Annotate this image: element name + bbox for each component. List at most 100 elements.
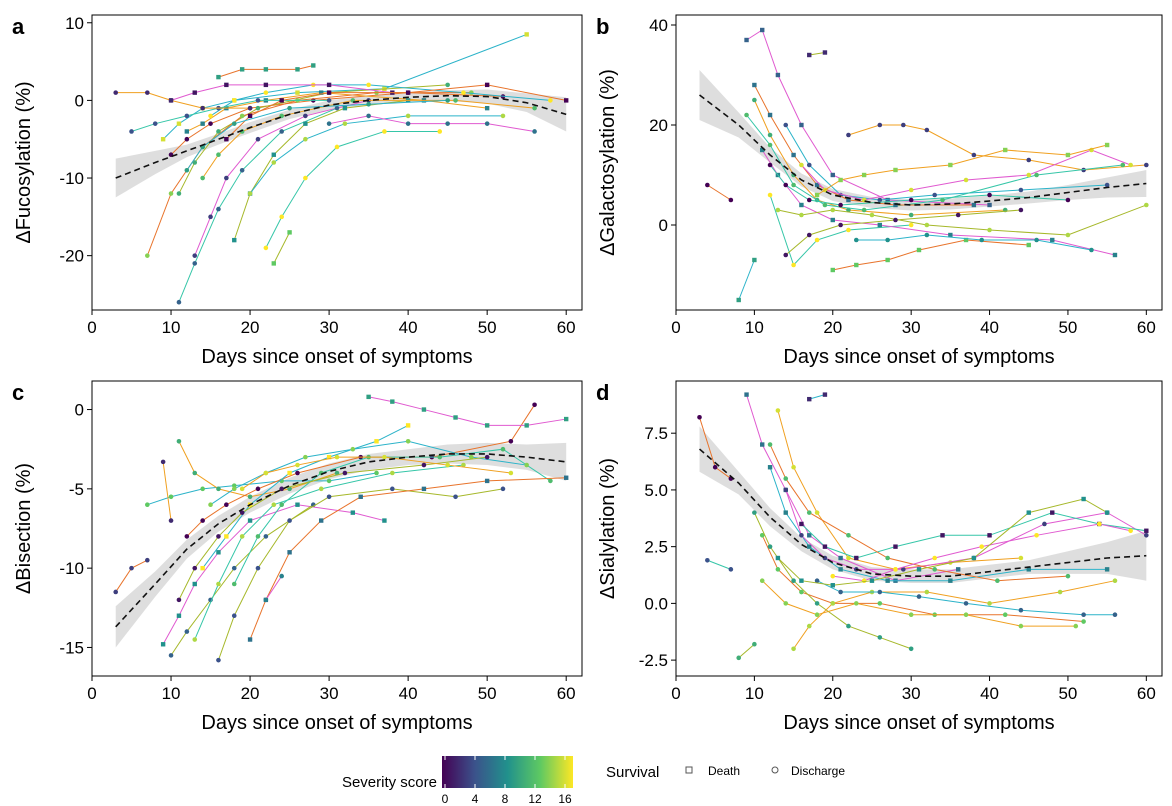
series-line-b-1 <box>736 257 757 303</box>
data-point-discharge <box>1034 172 1039 178</box>
data-point-death <box>1112 252 1118 258</box>
y-tick-label: -2.5 <box>639 651 668 670</box>
data-point-death <box>484 82 490 88</box>
data-point-discharge <box>1065 197 1071 203</box>
data-point-discharge <box>744 112 749 118</box>
data-point-discharge <box>1128 162 1133 168</box>
data-point-death <box>893 167 898 173</box>
data-point-discharge <box>838 222 843 228</box>
confidence-band-b <box>699 70 1147 211</box>
series-line-d-9 <box>752 510 914 652</box>
data-point-discharge <box>783 487 789 493</box>
data-point-death <box>1050 237 1055 243</box>
data-point-discharge <box>814 612 820 618</box>
data-point-discharge <box>200 175 205 181</box>
x-tick-label: 20 <box>823 318 842 337</box>
data-point-death <box>374 439 379 444</box>
data-point-death <box>1104 510 1110 515</box>
data-point-death <box>358 494 363 499</box>
data-point-discharge <box>783 476 789 481</box>
data-point-discharge <box>168 98 174 103</box>
data-point-death <box>350 510 356 515</box>
series-path <box>707 559 732 570</box>
series-path <box>178 84 448 194</box>
data-point-discharge <box>247 105 253 111</box>
data-point-discharge <box>192 565 198 571</box>
data-point-death <box>752 257 757 263</box>
colorbar-ticks: 0 4 8 12 16 <box>442 756 572 806</box>
data-point-death <box>390 399 395 404</box>
data-point-discharge <box>987 227 992 233</box>
data-point-discharge <box>1018 207 1024 213</box>
data-point-discharge <box>1144 162 1149 168</box>
data-point-death <box>948 578 953 583</box>
data-point-discharge <box>145 502 150 508</box>
series-line-c-9 <box>216 486 506 663</box>
panels: 0 10 20 30 40 50 60 -20 -10 0 10 Days since onset o… <box>12 14 1163 734</box>
panel-c: 0 10 20 30 40 50 60 -15 -10 -5 0 Days since onset o… <box>12 380 583 734</box>
data-point-death <box>263 82 269 88</box>
data-point-discharge <box>168 653 174 658</box>
series-path <box>233 448 551 585</box>
data-point-discharge <box>500 113 506 119</box>
data-point-death <box>767 112 773 118</box>
data-point-discharge <box>224 502 229 508</box>
data-point-discharge <box>1065 232 1071 238</box>
data-point-discharge <box>208 502 213 508</box>
y-axis-title: ΔFucosylation (%) <box>13 81 35 243</box>
x-tick-label: 20 <box>241 684 260 703</box>
y-tick-label: 0 <box>75 91 84 110</box>
data-point-discharge <box>461 462 466 468</box>
data-point-death <box>814 192 820 198</box>
trend-line-d <box>698 448 1147 577</box>
x-tick-label: 30 <box>902 318 921 337</box>
data-point-discharge <box>791 262 796 268</box>
data-point-discharge <box>445 98 450 103</box>
colorbar-tick-label: 8 <box>502 792 509 806</box>
x-tick-label: 20 <box>823 684 842 703</box>
colorbar-tick-label: 12 <box>528 792 542 806</box>
data-point-death <box>838 555 843 561</box>
data-point-discharge <box>1081 619 1086 624</box>
data-point-discharge <box>303 454 308 460</box>
x-tick-label: 50 <box>478 318 497 337</box>
data-point-death <box>192 90 197 95</box>
data-point-discharge <box>767 132 773 138</box>
data-point-discharge <box>846 623 851 629</box>
data-point-death <box>263 67 269 72</box>
data-point-death <box>279 98 284 103</box>
data-point-death <box>854 262 859 268</box>
series-line-d-16 <box>759 578 1079 629</box>
data-point-discharge <box>224 175 229 181</box>
data-point-discharge <box>484 454 490 460</box>
series-line-b-14 <box>799 147 1133 203</box>
data-point-discharge <box>1112 612 1118 618</box>
data-point-discharge <box>783 601 789 606</box>
data-point-death <box>303 121 308 126</box>
data-point-death <box>247 637 253 642</box>
data-point-discharge <box>1042 521 1047 527</box>
series-path <box>233 99 409 241</box>
data-point-death <box>484 478 490 484</box>
data-point-discharge <box>263 534 269 539</box>
data-point-death <box>987 202 992 208</box>
data-point-discharge <box>893 217 898 223</box>
data-point-death <box>752 82 757 88</box>
data-point-discharge <box>231 98 237 103</box>
data-point-discharge <box>814 237 820 243</box>
data-point-death <box>405 90 411 95</box>
data-point-discharge <box>532 105 537 111</box>
data-point-discharge <box>806 197 812 203</box>
data-point-death <box>318 518 324 523</box>
data-point-discharge <box>326 494 332 500</box>
data-point-death <box>1026 242 1031 248</box>
data-point-discharge <box>1104 182 1110 188</box>
series-line-b-12 <box>752 82 977 208</box>
data-point-death <box>1026 567 1031 572</box>
data-point-death <box>807 533 812 538</box>
data-point-discharge <box>846 132 851 138</box>
data-point-discharge <box>318 486 324 492</box>
data-point-discharge <box>255 105 261 111</box>
data-point-discharge <box>192 160 198 165</box>
confidence-band-c <box>115 442 567 648</box>
